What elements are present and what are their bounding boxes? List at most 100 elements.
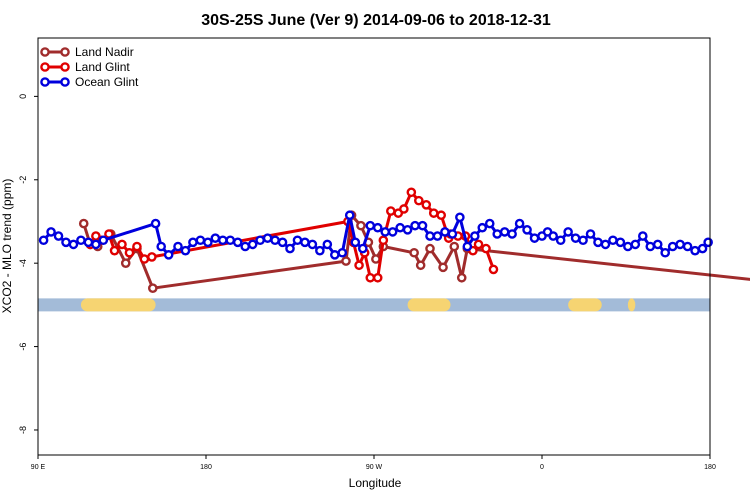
data-point-ocean-glint (555, 235, 566, 246)
data-point-ocean-glint (232, 237, 243, 248)
data-point-ocean-glint (380, 227, 391, 237)
data-point-ocean-glint (83, 237, 94, 248)
legend-marker-ocean-glint (60, 77, 70, 87)
data-point-ocean-glint (285, 243, 295, 254)
data-point-ocean-glint (76, 235, 86, 246)
data-point-ocean-glint (477, 222, 488, 233)
data-point-ocean-glint (690, 245, 700, 256)
data-point-ocean-glint (630, 239, 641, 250)
data-point-land-nadir (449, 241, 460, 252)
data-point-ocean-glint (98, 235, 109, 246)
data-point-land-glint (436, 210, 447, 221)
data-point-ocean-glint (462, 241, 473, 252)
data-point-land-glint (378, 235, 389, 246)
x-tick-label: 90 W (366, 464, 383, 471)
data-point-land-glint (413, 195, 424, 206)
data-point-ocean-glint (270, 235, 280, 246)
data-point-ocean-glint (307, 239, 318, 250)
data-point-land-nadir (78, 218, 89, 229)
y-tick-label: -8 (18, 426, 28, 434)
data-point-land-nadir (456, 272, 467, 283)
data-point-ocean-glint (292, 235, 303, 246)
data-point-ocean-glint (615, 237, 626, 248)
data-point-ocean-glint (682, 241, 693, 252)
data-point-ocean-glint (195, 235, 206, 246)
data-point-ocean-glint (53, 231, 64, 241)
data-point-ocean-glint (410, 220, 420, 231)
data-point-ocean-glint (563, 227, 573, 237)
y-tick-label: -2 (18, 176, 28, 184)
legend-marker-land-glint (60, 62, 70, 72)
data-point-ocean-glint (514, 218, 525, 229)
surface-band-land-2 (568, 298, 602, 312)
data-point-ocean-glint (188, 237, 198, 248)
data-point-ocean-glint (402, 225, 413, 235)
data-point-ocean-glint (667, 241, 678, 252)
data-point-ocean-glint (570, 233, 581, 243)
data-point-land-nadir (409, 247, 419, 258)
data-point-land-glint (117, 239, 127, 250)
x-axis-label: Longitude (349, 476, 402, 490)
data-point-ocean-glint (357, 243, 368, 254)
y-tick-label: 0 (18, 94, 28, 99)
legend-marker-land-glint (40, 62, 50, 72)
data-point-ocean-glint (395, 222, 405, 233)
data-point-land-nadir (415, 260, 426, 271)
data-point-ocean-glint (660, 247, 671, 258)
legend-label-land-glint: Land Glint (75, 60, 130, 74)
data-point-land-nadir (120, 258, 131, 268)
y-tick-label: -4 (18, 259, 28, 267)
data-point-ocean-glint (344, 210, 355, 221)
data-point-ocean-glint (61, 237, 71, 248)
data-point-land-nadir (341, 256, 351, 266)
data-point-ocean-glint (608, 235, 618, 246)
data-point-land-glint (354, 260, 364, 271)
surface-band-land-1 (407, 298, 451, 312)
data-point-land-nadir (438, 262, 448, 273)
data-point-ocean-glint (255, 235, 265, 246)
data-point-land-glint (109, 245, 120, 256)
data-point-ocean-glint (522, 225, 532, 235)
data-point-ocean-glint (329, 250, 340, 260)
data-point-ocean-glint (300, 237, 310, 248)
data-point-ocean-glint (675, 239, 685, 250)
data-point-ocean-glint (350, 237, 361, 248)
data-point-ocean-glint (638, 231, 648, 241)
axes: 90 E 180 90 W 0 180 0 -2 -4 -6 -8 (18, 37, 716, 471)
data-point-ocean-glint (38, 235, 49, 246)
data-point-land-glint (124, 247, 135, 258)
surface-band-ocean (38, 298, 710, 312)
data-point-ocean-glint (469, 231, 480, 241)
legend-marker-ocean-glint (40, 77, 50, 87)
data-point-ocean-glint (372, 222, 383, 233)
data-point-ocean-glint (173, 241, 183, 252)
data-point-land-glint (132, 241, 142, 252)
y-tick-label: -6 (18, 343, 28, 351)
data-point-ocean-glint (440, 227, 450, 237)
data-point-ocean-glint (652, 239, 663, 250)
legend-marker-land-nadir (60, 47, 70, 57)
data-point-ocean-glint (417, 220, 428, 231)
surface-band-land-3 (627, 298, 636, 312)
legend-label-land-nadir: Land Nadir (75, 45, 134, 59)
data-point-land-glint (139, 254, 150, 264)
data-point-ocean-glint (240, 241, 250, 252)
data-point-land-nadir (147, 283, 158, 294)
data-point-ocean-glint (156, 241, 166, 252)
data-point-land-glint (399, 204, 409, 214)
data-point-ocean-glint (163, 250, 174, 260)
data-point-ocean-glint (585, 229, 596, 239)
data-point-land-glint (385, 206, 396, 216)
data-point-ocean-glint (578, 235, 588, 246)
surface-band-land-0 (80, 298, 156, 312)
x-tick-label: 0 (540, 464, 544, 471)
data-point-land-glint (365, 272, 376, 283)
data-point-ocean-glint (322, 239, 333, 250)
data-point-ocean-glint (600, 239, 611, 250)
data-point-land-glint (147, 252, 157, 262)
data-point-land-glint (372, 272, 383, 283)
data-point-ocean-glint (425, 231, 435, 241)
data-point-ocean-glint (484, 218, 495, 229)
legend-marker-land-nadir (40, 47, 50, 57)
